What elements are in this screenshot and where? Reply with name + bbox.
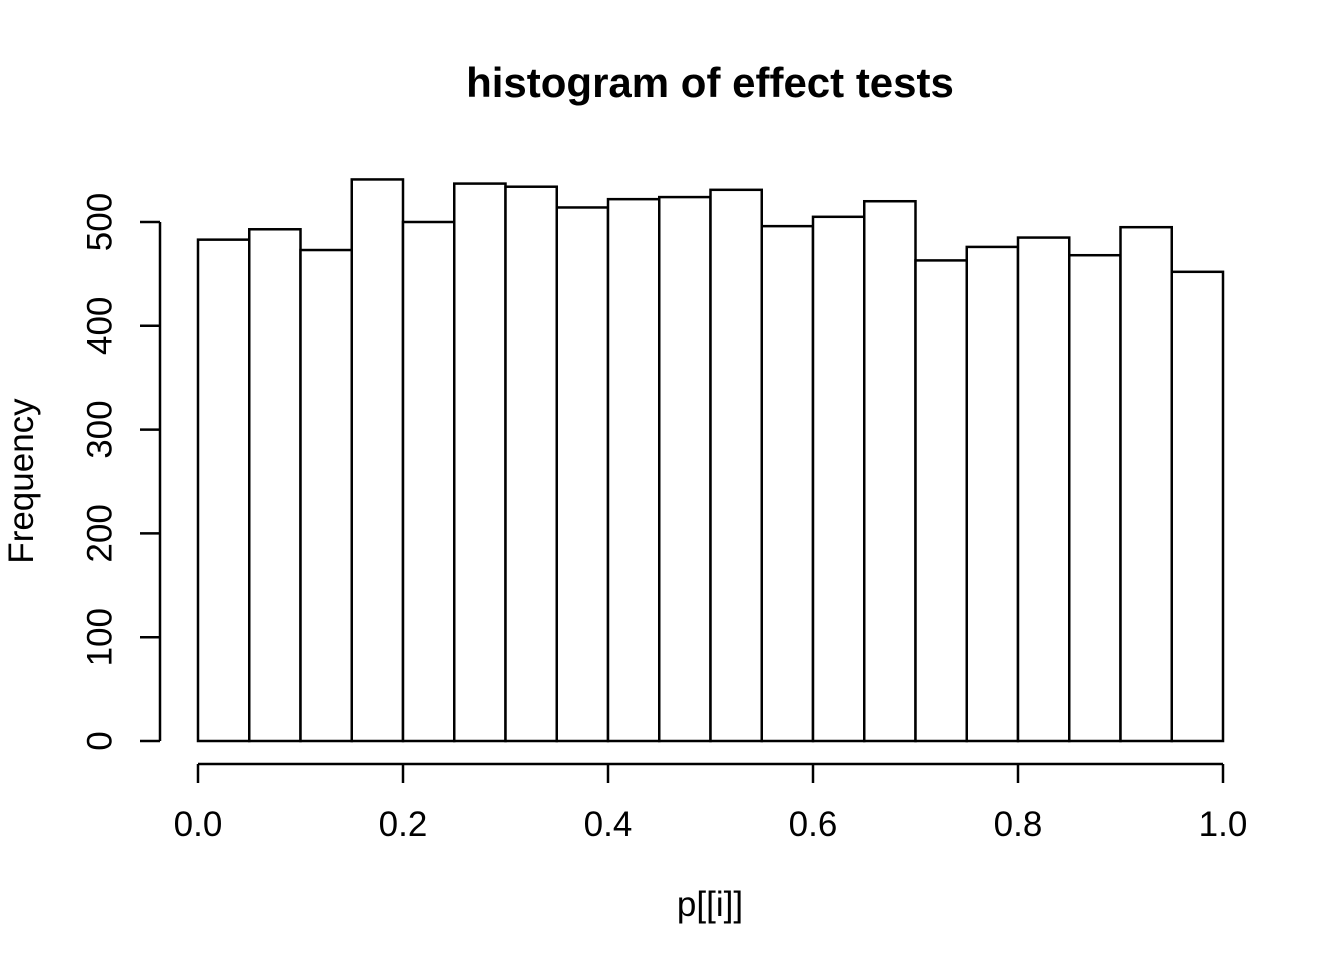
x-axis: 0.0 0.2 0.4 0.6 0.8 1.0	[174, 762, 1248, 844]
y-tick-label: 200	[81, 504, 120, 562]
histogram-bar	[299, 248, 353, 743]
y-tick-label: 0	[81, 731, 120, 750]
histogram-bar	[1016, 236, 1071, 743]
histogram-bar	[1170, 270, 1225, 743]
bars-group	[196, 178, 1225, 743]
histogram-bar	[196, 238, 251, 743]
histogram-bar	[504, 185, 558, 743]
y-tick-label: 400	[81, 297, 120, 355]
y-tick-label: 300	[81, 400, 120, 458]
y-tick-label: 100	[81, 608, 120, 666]
histogram-bar	[606, 197, 661, 743]
histogram-bar	[1119, 225, 1173, 743]
x-axis-label: p[[i]]	[677, 885, 743, 924]
x-tick-label: 0.4	[584, 805, 633, 844]
histogram-bar	[914, 259, 968, 743]
histogram-bar	[401, 220, 456, 743]
histogram-bar	[1068, 253, 1122, 743]
x-tick-label: 0.0	[174, 805, 223, 844]
histogram-bar	[965, 245, 1020, 743]
histogram-bar	[453, 182, 507, 743]
x-tick-label: 0.2	[379, 805, 428, 844]
histogram-bar	[248, 228, 302, 743]
histogram-bar	[709, 188, 763, 743]
y-axis: 0 100 200 300 400 500	[81, 193, 162, 751]
chart-title: histogram of effect tests	[466, 59, 954, 106]
histogram-bar	[760, 224, 815, 743]
y-tick-label: 500	[81, 193, 120, 251]
histogram-bar	[658, 195, 712, 743]
histogram-bar	[811, 215, 866, 743]
x-tick-label: 1.0	[1199, 805, 1248, 844]
histogram-bar	[350, 178, 405, 743]
x-tick-label: 0.8	[994, 805, 1043, 844]
y-axis-label: Frequency	[2, 398, 41, 564]
x-tick-label: 0.6	[789, 805, 838, 844]
histogram-bar	[555, 206, 610, 743]
histogram-bar	[863, 199, 917, 743]
